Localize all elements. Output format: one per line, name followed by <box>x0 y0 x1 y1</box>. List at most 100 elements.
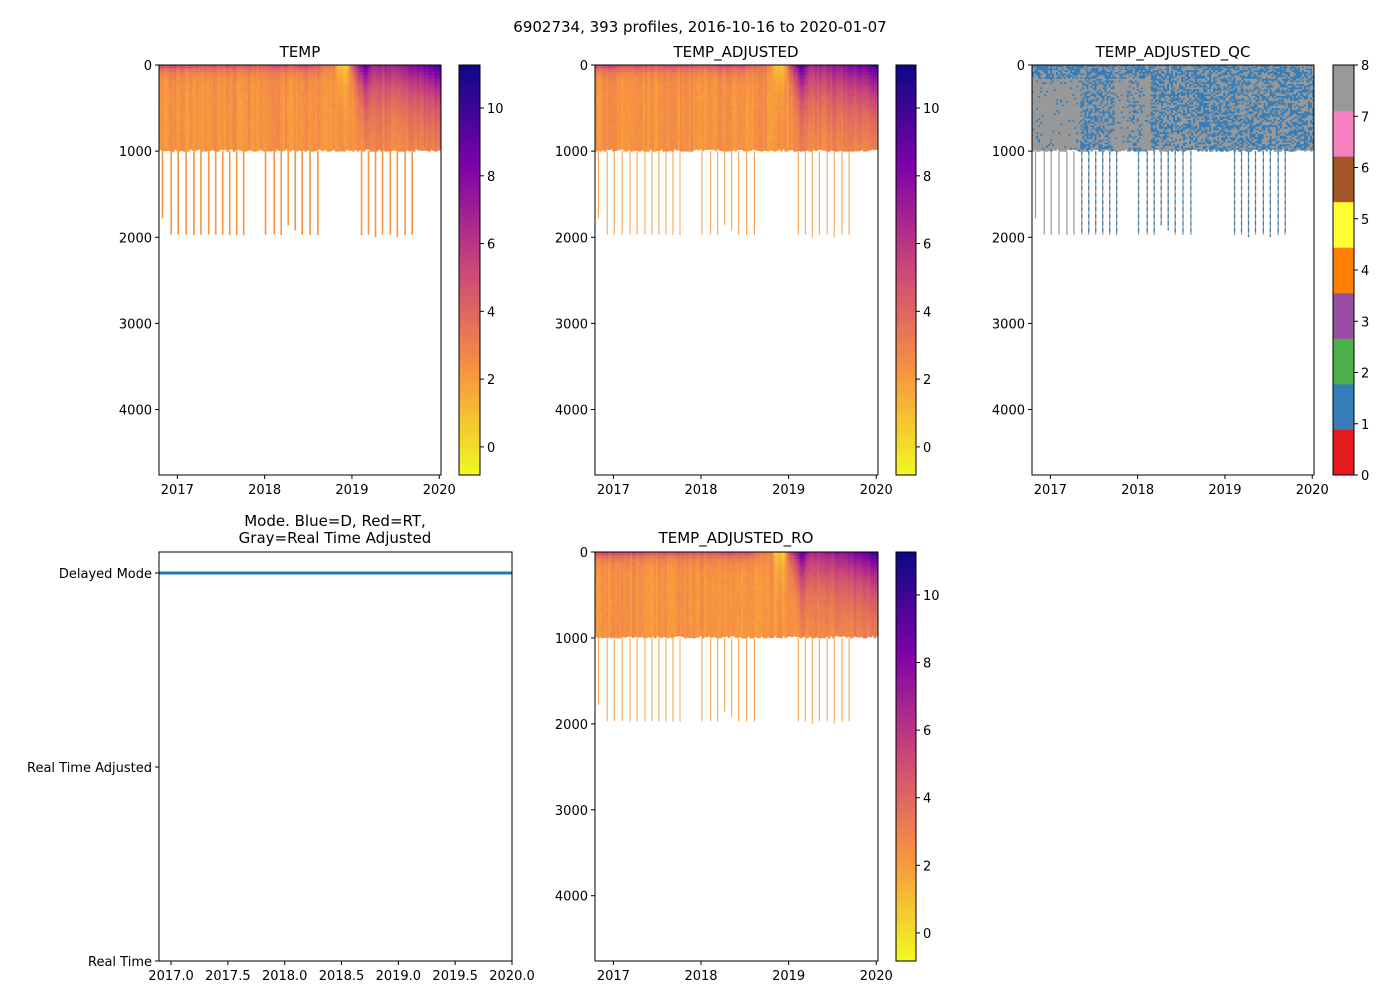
temp-heatmap-cell <box>176 140 180 145</box>
adj-heatmap-cell <box>636 78 640 83</box>
temp-heatmap-cell <box>278 89 281 94</box>
temp-heatmap-cell <box>234 82 238 87</box>
temp-heatmap-cell <box>284 113 288 118</box>
temp-heatmap-cell <box>167 116 171 121</box>
temp-heatmap-cell <box>414 92 418 97</box>
adj-heatmap-cell <box>605 96 609 100</box>
temp-heatmap-cell <box>289 65 292 69</box>
temp-colorbar-segment <box>459 428 480 435</box>
temp-heatmap-cell <box>273 127 277 131</box>
temp-heatmap-cell <box>237 137 240 142</box>
adj-heatmap-cell <box>610 75 613 80</box>
temp-heatmap-cell <box>198 137 201 142</box>
temp-heatmap-cell <box>391 92 394 97</box>
temp-heatmap-cell <box>256 113 260 118</box>
temp-heatmap-cell <box>380 120 383 125</box>
temp-heatmap-cell <box>386 75 390 80</box>
temp-heatmap-cell <box>401 102 405 107</box>
temp-heatmap-cell <box>408 99 412 104</box>
temp-heatmap-cell <box>380 78 383 83</box>
temp-heatmap-cell <box>165 92 169 97</box>
adj-heatmap-cell <box>636 89 640 94</box>
temp-heatmap-cell <box>414 127 418 131</box>
temp-heatmap-cell <box>226 89 229 94</box>
temp-heatmap-cell <box>284 120 288 125</box>
temp-heatmap-cell <box>167 92 171 97</box>
temp-heatmap-cell <box>408 85 412 90</box>
temp-heatmap-cell <box>419 89 422 94</box>
temp-heatmap-cell <box>221 140 225 145</box>
temp-heatmap-cell <box>410 113 414 118</box>
temp-heatmap-cell <box>232 92 236 97</box>
temp-colorbar-segment <box>459 162 480 169</box>
temp-heatmap-cell <box>306 144 310 149</box>
temp-heatmap-cell <box>323 85 327 90</box>
temp-heatmap-cell <box>334 137 338 142</box>
temp-heatmap-cell <box>182 99 186 104</box>
temp-heatmap-cell <box>334 113 338 118</box>
temp-colorbar-segment <box>459 382 480 389</box>
temp-heatmap-cell <box>438 82 442 87</box>
temp-heatmap-cell <box>393 65 396 69</box>
temp-heatmap-cell <box>360 109 364 114</box>
temp-heatmap-cell <box>172 120 175 125</box>
temp-heatmap-cell <box>382 78 386 83</box>
adj-heatmap-cell <box>618 102 622 107</box>
temp-heatmap-cell <box>256 68 260 73</box>
temp-heatmap-cell <box>414 147 418 150</box>
temp-heatmap-cell <box>295 123 299 128</box>
adj-heatmap-cell <box>601 133 605 138</box>
temp-heatmap-cell <box>208 137 212 142</box>
temp-heatmap-cell <box>202 127 206 131</box>
temp-heatmap-cell <box>291 82 294 87</box>
temp-heatmap-cell <box>421 99 425 104</box>
temp-heatmap-cell <box>250 92 253 97</box>
temp-heatmap-cell <box>278 137 281 142</box>
temp-heatmap-cell <box>308 140 312 145</box>
adj-heatmap-cell <box>623 123 626 128</box>
temp-heatmap-cell <box>339 99 342 104</box>
temp-heatmap-cell <box>217 137 221 142</box>
temp-heatmap-cell <box>282 109 286 114</box>
temp-heatmap-cell <box>360 106 364 111</box>
temp-heatmap-cell <box>326 137 329 142</box>
adj-heatmap-cell <box>629 140 633 145</box>
temp-heatmap-cell <box>195 99 199 104</box>
temp-heatmap-cell <box>341 127 344 131</box>
temp-heatmap-cell <box>243 113 247 118</box>
temp-heatmap-cell <box>362 113 366 118</box>
temp-heatmap-cell <box>163 75 167 80</box>
adj-heatmap-cell <box>612 137 616 142</box>
temp-heatmap-cell <box>293 96 297 100</box>
temp-heatmap-cell <box>427 71 431 76</box>
temp-heatmap-cell <box>365 140 368 145</box>
temp-heatmap-cell <box>332 109 336 114</box>
temp-heatmap-cell <box>226 78 229 83</box>
temp-colorbar-label: 4 <box>487 305 495 320</box>
temp-heatmap-cell <box>204 96 208 100</box>
temp-colorbar-segment <box>459 249 480 256</box>
temp-heatmap-cell <box>395 130 399 135</box>
temp-heatmap-cell <box>367 99 370 104</box>
temp-heatmap-cell <box>328 123 331 128</box>
adj-heatmap-cell <box>632 130 635 135</box>
adj-heatmap-cell <box>595 140 598 145</box>
temp-heatmap-cell <box>267 144 271 149</box>
temp-heatmap-cell <box>378 147 381 150</box>
temp-heatmap-cell <box>404 78 407 83</box>
temp-heatmap-cell <box>365 113 368 118</box>
adj-heatmap-cell <box>608 78 611 83</box>
temp-heatmap-cell <box>165 147 169 152</box>
adj-heatmap-cell <box>614 99 618 104</box>
temp-colorbar-segment <box>459 362 480 368</box>
temp-heatmap-cell <box>187 75 190 80</box>
adj-heatmap-cell <box>621 71 624 76</box>
temp-heatmap-cell <box>367 71 370 76</box>
temp-heatmap-cell <box>386 133 390 138</box>
temp-heatmap-cell <box>306 147 310 151</box>
temp-heatmap-cell <box>310 82 314 87</box>
temp-heatmap-cell <box>252 140 255 145</box>
temp-heatmap-cell <box>310 116 314 121</box>
temp-heatmap-cell <box>250 99 253 104</box>
temp-heatmap-cell <box>412 133 416 138</box>
